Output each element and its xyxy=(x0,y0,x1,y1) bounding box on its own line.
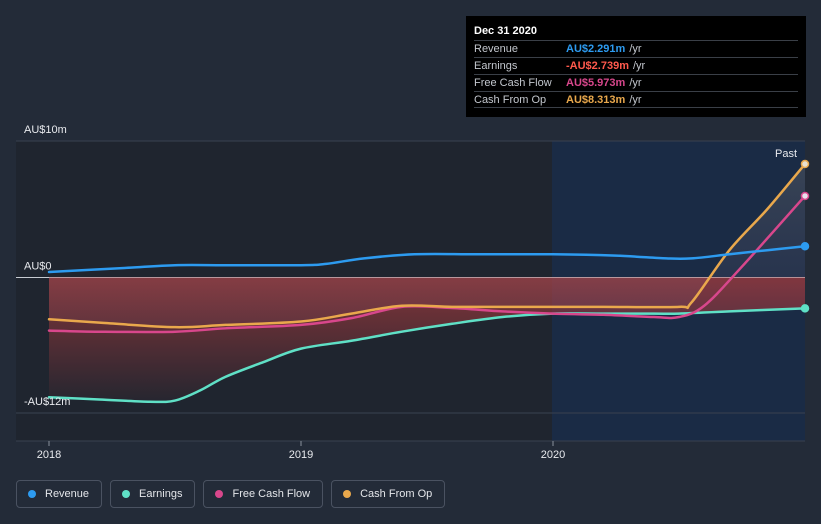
legend-item-earnings[interactable]: Earnings xyxy=(110,480,196,508)
legend-item-free-cash-flow[interactable]: Free Cash Flow xyxy=(203,480,324,508)
series-line-earnings xyxy=(47,307,807,404)
legend-item-revenue[interactable]: Revenue xyxy=(16,480,103,508)
tooltip-label: Earnings xyxy=(474,60,518,72)
cash-from-op-area xyxy=(49,164,805,328)
tooltip: Dec 31 2020 Revenue AU$2.291m /yr Earnin… xyxy=(466,16,806,117)
tooltip-value: AU$2.291m xyxy=(566,43,626,55)
tooltip-value: -AU$2.739m xyxy=(566,60,629,72)
x-tick-label: 2020 xyxy=(541,449,565,461)
y-tick-label: -AU$12m xyxy=(24,396,70,408)
tooltip-unit: /yr xyxy=(632,60,646,72)
tooltip-unit: /yr xyxy=(629,94,642,106)
legend-dot-icon xyxy=(215,490,224,498)
y-tick-label: AU$10m xyxy=(24,124,67,136)
legend-label: Free Cash Flow xyxy=(232,488,311,500)
tooltip-label: Revenue xyxy=(474,43,519,55)
tooltip-value: AU$5.973m xyxy=(566,77,626,89)
end-point-free-cash-flow xyxy=(800,191,810,201)
legend-label: Cash From Op xyxy=(360,488,433,500)
tooltip-unit: /yr xyxy=(629,77,642,89)
tooltip-label: Cash From Op xyxy=(474,94,547,106)
tooltip-date: Dec 31 2020 xyxy=(474,25,537,37)
x-tick-label: 2019 xyxy=(289,449,313,461)
tooltip-unit: /yr xyxy=(629,43,642,55)
legend-dot-icon xyxy=(343,490,352,498)
tooltip-row-earnings: Earnings -AU$2.739m /yr xyxy=(474,57,798,74)
end-point-revenue xyxy=(800,241,810,251)
end-point-earnings xyxy=(800,304,810,313)
chart-legend: Revenue Earnings Free Cash Flow Cash Fro… xyxy=(16,480,446,508)
legend-dot-icon xyxy=(122,490,131,498)
x-tick-label: 2018 xyxy=(37,449,61,461)
series-line-revenue xyxy=(47,244,807,274)
legend-item-cash-from-op[interactable]: Cash From Op xyxy=(331,480,446,508)
y-tick-label: AU$0 xyxy=(24,261,52,273)
tooltip-row-cash-from-op: Cash From Op AU$8.313m /yr xyxy=(474,91,798,108)
tooltip-label: Free Cash Flow xyxy=(474,77,552,89)
tooltip-row-free-cash-flow: Free Cash Flow AU$5.973m /yr xyxy=(474,74,798,91)
tooltip-value: AU$8.313m xyxy=(566,94,626,106)
legend-label: Earnings xyxy=(139,488,183,500)
past-label: Past xyxy=(775,148,797,160)
legend-dot-icon xyxy=(28,490,36,498)
series-line-free-cash-flow xyxy=(47,194,807,334)
series-line-cash-from-op xyxy=(47,162,807,329)
tooltip-row-revenue: Revenue AU$2.291m /yr xyxy=(474,40,798,57)
end-point-cash-from-op xyxy=(800,159,810,169)
legend-label: Revenue xyxy=(45,488,90,500)
